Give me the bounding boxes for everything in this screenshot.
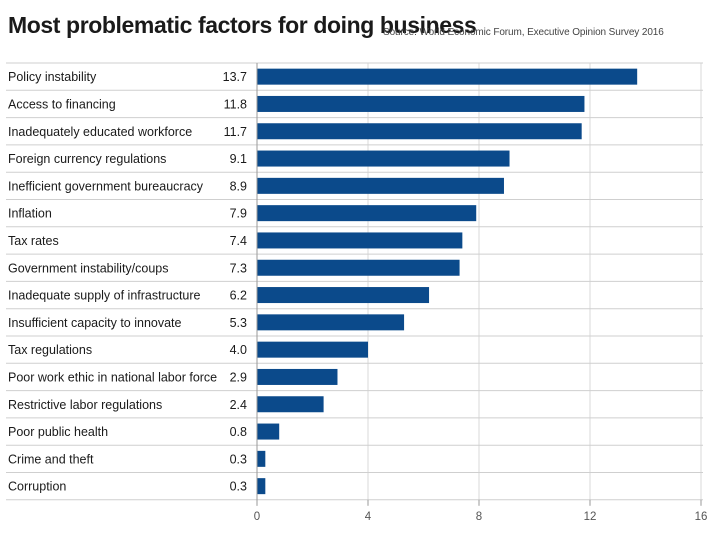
x-tick-label: 16 xyxy=(695,511,708,523)
value-label: 7.3 xyxy=(230,261,247,275)
bar xyxy=(257,123,582,140)
category-label: Access to financing xyxy=(8,97,116,111)
value-label: 2.4 xyxy=(230,398,247,412)
category-label: Policy instability xyxy=(8,70,97,84)
category-label: Foreign currency regulations xyxy=(8,152,166,166)
bar xyxy=(257,150,510,167)
x-axis: 0 4 8 12 16 xyxy=(254,63,708,523)
bar xyxy=(257,341,368,358)
bar xyxy=(257,68,638,85)
bar xyxy=(257,423,280,440)
category-label: Inflation xyxy=(8,207,52,221)
value-label: 8.9 xyxy=(230,179,247,193)
bar xyxy=(257,205,477,222)
category-label: Restrictive labor regulations xyxy=(8,398,162,412)
category-label: Crime and theft xyxy=(8,452,94,466)
value-label: 7.9 xyxy=(230,207,247,221)
category-label: Tax regulations xyxy=(8,343,92,357)
value-labels: 13.7 11.8 11.7 9.1 8.9 7.9 7.4 7.3 6.2 5.3 4.0 2.9 2… xyxy=(223,70,247,494)
category-label: Insufficient capacity to innovate xyxy=(8,316,182,330)
category-label: Corruption xyxy=(8,480,66,494)
x-tick-label: 8 xyxy=(476,511,482,523)
bar xyxy=(257,478,266,495)
value-label: 4.0 xyxy=(230,343,247,357)
bars xyxy=(257,68,638,495)
category-label: Poor work ethic in national labor force xyxy=(8,370,217,384)
x-tick-label: 0 xyxy=(254,511,260,523)
bar xyxy=(257,287,430,304)
category-labels: Policy instability Access to financing Ina… xyxy=(8,70,217,494)
row-dividers xyxy=(6,62,703,501)
value-label: 2.9 xyxy=(230,370,247,384)
category-label: Poor public health xyxy=(8,425,108,439)
bar xyxy=(257,314,405,331)
bar xyxy=(257,232,463,249)
category-label: Tax rates xyxy=(8,234,59,248)
value-label: 0.3 xyxy=(230,480,247,494)
x-tick-label: 12 xyxy=(584,511,597,523)
value-label: 11.8 xyxy=(224,97,247,111)
value-label: 7.4 xyxy=(230,234,247,248)
value-label: 13.7 xyxy=(223,70,247,84)
category-label: Inadequately educated workforce xyxy=(8,125,192,139)
value-label: 5.3 xyxy=(230,316,247,330)
category-label: Inefficient government bureaucracy xyxy=(8,179,204,193)
bar xyxy=(257,368,338,385)
bar xyxy=(257,259,460,276)
chart-source: Source: World Economic Forum, Executive … xyxy=(383,27,664,38)
bar xyxy=(257,177,504,194)
x-tick-label: 4 xyxy=(365,511,372,523)
chart-title: Most problematic factors for doing busin… xyxy=(8,12,477,38)
value-label: 9.1 xyxy=(230,152,247,166)
bar xyxy=(257,396,324,413)
category-label: Government instability/coups xyxy=(8,261,169,275)
bar xyxy=(257,450,266,467)
value-label: 0.8 xyxy=(230,425,247,439)
value-label: 0.3 xyxy=(230,452,247,466)
value-label: 11.7 xyxy=(224,125,247,139)
category-label: Inadequate supply of infrastructure xyxy=(8,289,201,303)
value-label: 6.2 xyxy=(230,289,247,303)
bar xyxy=(257,95,585,112)
